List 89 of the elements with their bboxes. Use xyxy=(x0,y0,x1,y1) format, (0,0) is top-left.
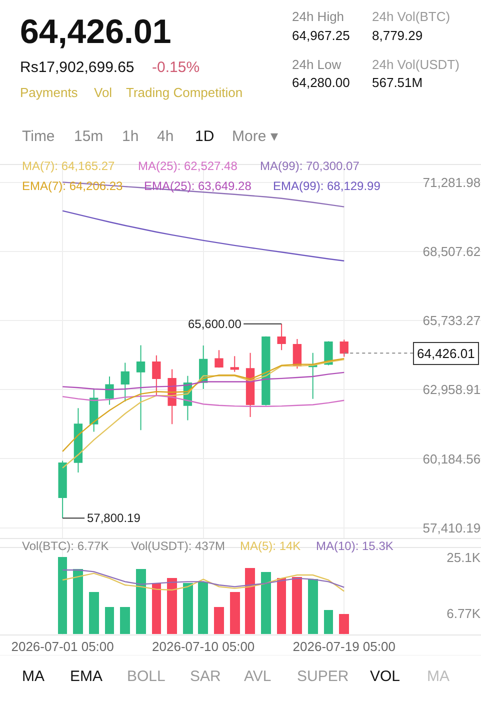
y-tick-label: 62,958.91 xyxy=(422,382,481,398)
bar xyxy=(277,578,286,634)
text: VOL xyxy=(370,668,400,685)
y-tick-label: 6.77K xyxy=(446,606,481,622)
text: Time xyxy=(22,128,55,145)
y-tick-label: 60,184.56 xyxy=(422,451,481,466)
text: Rs17,902,699.65 xyxy=(20,59,134,76)
y-tick-label: 25.1K xyxy=(446,550,481,565)
candlestick xyxy=(262,336,270,406)
line-series xyxy=(62,358,345,469)
x-tick-label: 2026-07-01 05:00 xyxy=(11,638,114,654)
candlestick xyxy=(214,350,224,368)
text: 4h xyxy=(157,128,174,145)
text: 64,426.01 xyxy=(20,13,172,51)
candlestick xyxy=(58,460,67,519)
candlestick xyxy=(105,376,114,406)
line-series xyxy=(62,210,345,262)
bar xyxy=(339,614,349,634)
text: MA(10): 15.3K xyxy=(316,539,394,553)
bar xyxy=(308,579,318,634)
text: More ▾ xyxy=(232,128,278,145)
line-series xyxy=(62,372,345,390)
line-series xyxy=(62,394,345,407)
bar xyxy=(136,569,146,634)
line-series xyxy=(62,358,345,452)
text: Vol xyxy=(94,85,112,100)
y-tick-label: 57,410.19 xyxy=(422,520,481,536)
y-tick-label: 65,733.27 xyxy=(422,313,481,328)
text: SUPER xyxy=(297,668,349,685)
text: 567.51M xyxy=(372,75,423,90)
text: -0.15% xyxy=(152,59,200,76)
bar xyxy=(245,568,255,634)
x-tick-label: 2026-07-19 05:00 xyxy=(292,638,396,654)
text: BOLL xyxy=(127,668,166,685)
y-tick-label: 68,507.62 xyxy=(422,244,481,260)
x-tick-label: 2026-07-10 05:00 xyxy=(152,638,255,654)
text: 64,967.25 xyxy=(292,28,350,43)
text: SAR xyxy=(190,668,222,685)
ref-line-label: 64,426.01 xyxy=(417,346,475,361)
text: 1D xyxy=(195,128,214,145)
bar xyxy=(198,582,208,634)
series-label: MA(5): 14K xyxy=(240,539,301,553)
text: Trading Competition xyxy=(126,85,243,100)
line-series xyxy=(62,572,345,592)
text: 64,280.00 xyxy=(292,75,350,90)
bar xyxy=(324,610,333,634)
bar xyxy=(105,607,114,634)
text: EMA(25): 63,649.28 xyxy=(144,179,252,193)
bar xyxy=(73,569,83,634)
annotation: 57,800.19 xyxy=(87,511,141,525)
text: MA xyxy=(427,668,450,685)
bar xyxy=(89,592,99,634)
candlestick xyxy=(152,354,161,396)
text: 24h High xyxy=(292,9,344,24)
text: 24h Vol(BTC) xyxy=(372,9,450,24)
text: Payments xyxy=(20,85,78,100)
line-series xyxy=(62,569,345,588)
candlestick xyxy=(136,344,146,431)
bar xyxy=(292,577,302,634)
bar xyxy=(230,592,240,634)
candlestick xyxy=(90,388,98,432)
candlestick xyxy=(340,339,348,358)
y-tick-label: 71,281.98 xyxy=(422,174,481,190)
text: 8,779.29 xyxy=(372,28,423,43)
bar xyxy=(214,607,224,634)
bar xyxy=(58,557,67,634)
candlestick xyxy=(230,356,239,372)
text: 24h Vol(USDT) xyxy=(372,57,460,72)
bar xyxy=(152,583,161,634)
text: AVL xyxy=(244,668,272,685)
text: 1h xyxy=(122,128,139,145)
bar xyxy=(120,607,130,634)
candlestick xyxy=(277,323,286,351)
text: MA xyxy=(22,668,44,685)
series-label: MA(99): 70,300.07 xyxy=(260,159,360,173)
text: EMA(99): 68,129.99 xyxy=(273,179,381,193)
annotation: Vol(BTC): 6.77K xyxy=(22,539,109,553)
annotation: 65,600.00 xyxy=(188,317,242,331)
candlestick xyxy=(74,408,83,474)
text: 15m xyxy=(74,128,104,145)
text: 24h Low xyxy=(292,57,342,72)
text: EMA xyxy=(70,668,103,685)
bar xyxy=(183,583,193,634)
bar xyxy=(167,578,177,634)
text: MA(7): 64,165.27 xyxy=(22,159,116,173)
candlestick xyxy=(120,362,130,402)
bar xyxy=(261,572,271,634)
annotation: Vol(USDT): 437M xyxy=(131,539,226,553)
text: MA(25): 62,527.48 xyxy=(138,159,238,173)
